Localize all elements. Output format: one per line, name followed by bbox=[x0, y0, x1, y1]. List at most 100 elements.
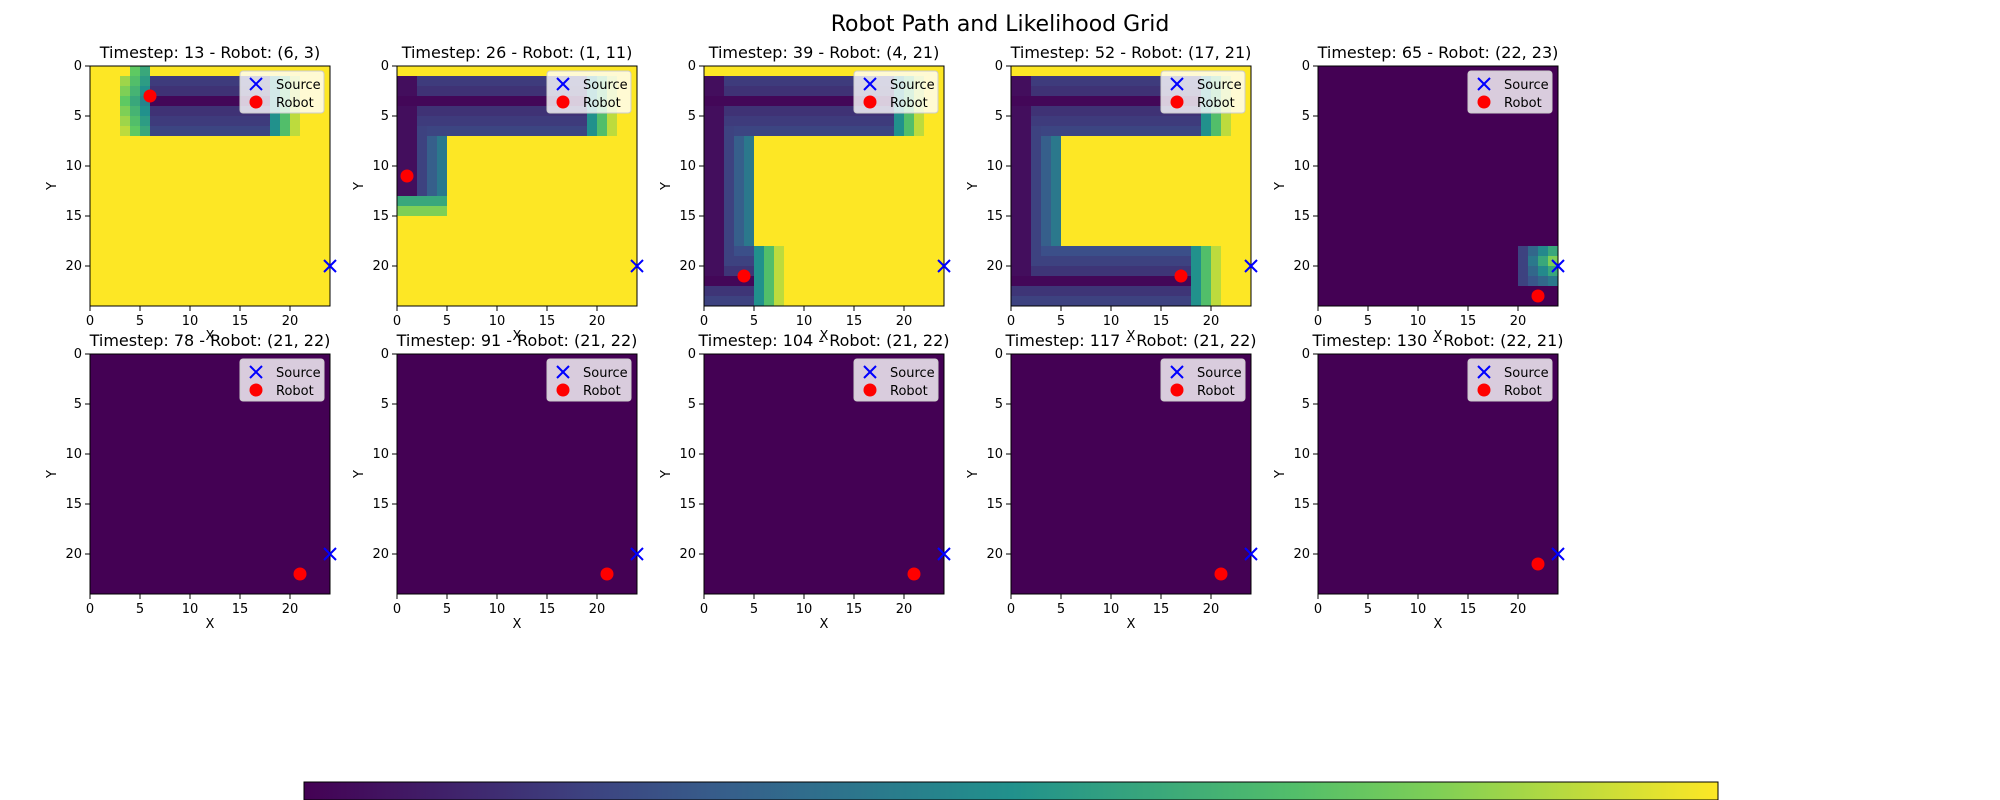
heatmap-cell bbox=[794, 484, 805, 495]
heatmap-cell bbox=[427, 434, 438, 445]
heatmap-cell bbox=[407, 296, 418, 307]
heatmap-cell bbox=[1161, 216, 1172, 227]
heatmap-cell bbox=[1318, 176, 1329, 187]
heatmap-cell bbox=[407, 484, 418, 495]
heatmap-cell bbox=[1111, 374, 1122, 385]
heatmap-cell bbox=[1061, 76, 1072, 87]
panel-title: Timestep: 78 - Robot: (21, 22) bbox=[89, 331, 331, 350]
heatmap-cell bbox=[1241, 156, 1252, 167]
heatmap-cell bbox=[437, 96, 448, 107]
heatmap-cell bbox=[1161, 296, 1172, 307]
heatmap-cell bbox=[1231, 266, 1242, 277]
heatmap-cell bbox=[447, 176, 458, 187]
heatmap-cell bbox=[557, 484, 568, 495]
heatmap-cell bbox=[300, 584, 311, 595]
heatmap-cell bbox=[704, 266, 715, 277]
heatmap-cell bbox=[427, 534, 438, 545]
heatmap-cell bbox=[1031, 236, 1042, 247]
heatmap-cell bbox=[260, 544, 271, 555]
heatmap-cell bbox=[834, 296, 845, 307]
heatmap-cell bbox=[1418, 86, 1429, 97]
heatmap-cell bbox=[814, 116, 825, 127]
heatmap-cell bbox=[497, 574, 508, 585]
heatmap-cell bbox=[1328, 196, 1339, 207]
heatmap-cell bbox=[1021, 354, 1032, 365]
heatmap-cell bbox=[794, 76, 805, 87]
heatmap-cell bbox=[784, 574, 795, 585]
x-tick-label: 20 bbox=[589, 314, 606, 329]
heatmap-cell bbox=[477, 584, 488, 595]
heatmap-cell bbox=[724, 216, 735, 227]
heatmap-cell bbox=[1011, 216, 1022, 227]
heatmap-cell bbox=[437, 166, 448, 177]
heatmap-cell bbox=[1091, 196, 1102, 207]
heatmap-cell bbox=[150, 524, 161, 535]
heatmap-cell bbox=[884, 464, 895, 475]
heatmap-cell bbox=[834, 464, 845, 475]
heatmap-cell bbox=[427, 394, 438, 405]
heatmap-cell bbox=[854, 424, 865, 435]
heatmap-cell bbox=[457, 226, 468, 237]
heatmap-cell bbox=[180, 246, 191, 257]
heatmap-cell bbox=[1358, 146, 1369, 157]
heatmap-cell bbox=[300, 434, 311, 445]
heatmap-cell bbox=[804, 524, 815, 535]
heatmap-cell bbox=[280, 464, 291, 475]
heatmap-cell bbox=[417, 554, 428, 565]
heatmap-cell bbox=[834, 524, 845, 535]
heatmap-cell bbox=[220, 514, 231, 525]
heatmap-cell bbox=[1051, 246, 1062, 257]
heatmap-cell bbox=[507, 494, 518, 505]
x-tick-label: 15 bbox=[539, 602, 556, 617]
heatmap-cell bbox=[240, 434, 251, 445]
heatmap-cell bbox=[270, 454, 281, 465]
heatmap-cell bbox=[617, 414, 628, 425]
heatmap-cell bbox=[120, 186, 131, 197]
heatmap-cell bbox=[1021, 226, 1032, 237]
heatmap-cell bbox=[527, 146, 538, 157]
heatmap-cell bbox=[1161, 206, 1172, 217]
heatmap-cell bbox=[467, 226, 478, 237]
heatmap-cell bbox=[100, 226, 111, 237]
heatmap-cell bbox=[310, 216, 321, 227]
heatmap-cell bbox=[90, 146, 101, 157]
heatmap-cell bbox=[597, 126, 608, 137]
heatmap-cell bbox=[170, 504, 181, 515]
heatmap-cell bbox=[477, 464, 488, 475]
heatmap-cell bbox=[904, 524, 915, 535]
heatmap-cell bbox=[1031, 116, 1042, 127]
heatmap-cell bbox=[397, 236, 408, 247]
heatmap-cell bbox=[754, 86, 765, 97]
heatmap-cell bbox=[427, 256, 438, 267]
heatmap-cell bbox=[100, 404, 111, 415]
heatmap-cell bbox=[397, 564, 408, 575]
heatmap-cell bbox=[784, 414, 795, 425]
heatmap-cell bbox=[734, 146, 745, 157]
heatmap-cell bbox=[190, 106, 201, 117]
heatmap-cell bbox=[1181, 176, 1192, 187]
heatmap-cell bbox=[320, 216, 331, 227]
heatmap-cell bbox=[130, 564, 141, 575]
heatmap-cell bbox=[904, 474, 915, 485]
heatmap-cell bbox=[100, 504, 111, 515]
heatmap-cell bbox=[220, 196, 231, 207]
heatmap-cell bbox=[150, 424, 161, 435]
heatmap-cell bbox=[774, 474, 785, 485]
heatmap-cell bbox=[754, 226, 765, 237]
heatmap-cell bbox=[1528, 206, 1539, 217]
heatmap-cell bbox=[1141, 96, 1152, 107]
heatmap-cell bbox=[417, 414, 428, 425]
heatmap-cell bbox=[824, 136, 835, 147]
heatmap-cell bbox=[814, 266, 825, 277]
heatmap-cell bbox=[1071, 246, 1082, 257]
heatmap-cell bbox=[397, 186, 408, 197]
heatmap-cell bbox=[467, 276, 478, 287]
heatmap-cell bbox=[140, 434, 151, 445]
heatmap-cell bbox=[824, 424, 835, 435]
heatmap-cell bbox=[1011, 126, 1022, 137]
heatmap-cell bbox=[814, 286, 825, 297]
heatmap-cell bbox=[1051, 106, 1062, 117]
heatmap-cell bbox=[1101, 96, 1112, 107]
heatmap-cell bbox=[140, 86, 151, 97]
